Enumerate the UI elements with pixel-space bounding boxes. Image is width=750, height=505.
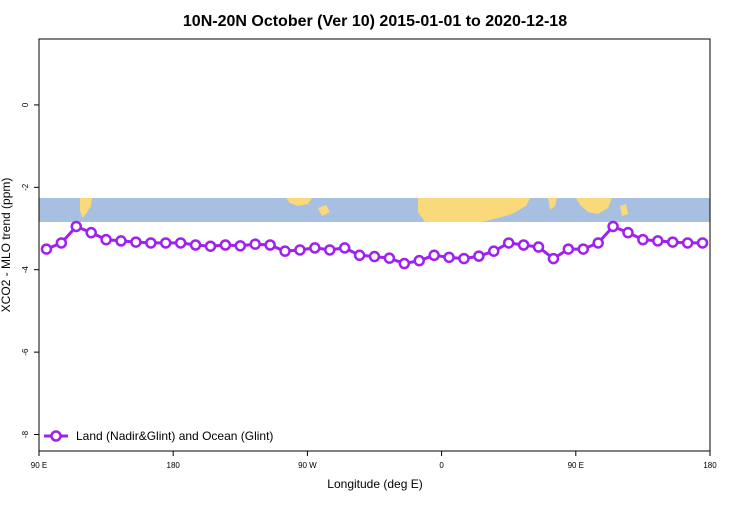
data-point [622, 226, 634, 239]
data-point [398, 257, 411, 270]
data-point [652, 235, 664, 247]
data-point [324, 244, 336, 256]
data-point [413, 254, 425, 267]
data-point [532, 241, 545, 253]
data-point [294, 244, 306, 256]
map-land [418, 198, 530, 222]
x-tick-label: 180 [703, 461, 717, 470]
x-tick-label: 90 W [298, 461, 317, 470]
data-point [204, 240, 217, 252]
series-layer [40, 220, 709, 270]
y-tick-label: 0 [21, 102, 30, 107]
x-tick-label: 180 [167, 461, 181, 470]
data-point [562, 243, 575, 255]
data-point [368, 250, 381, 263]
data-point [189, 239, 202, 251]
data-point [145, 237, 157, 249]
data-point [607, 220, 619, 233]
map-land [576, 198, 612, 214]
data-point [249, 238, 261, 250]
plot-frame [38, 38, 711, 452]
map-land [286, 198, 312, 206]
map-band [39, 198, 710, 222]
y-axis: 0 -2 -4 -6 -8 [21, 102, 39, 438]
legend-label: Land (Nadir&Glint) and Ocean (Glint) [76, 429, 273, 443]
chart-title: 10N-20N October (Ver 10) 2015-01-01 to 2… [183, 13, 567, 30]
data-point [219, 239, 232, 251]
y-tick-label: -4 [21, 266, 30, 274]
data-point [428, 249, 440, 262]
legend: Land (Nadir&Glint) and Ocean (Glint) [44, 429, 273, 443]
data-point [279, 245, 291, 257]
legend-marker [50, 430, 62, 442]
data-point [100, 233, 112, 246]
y-tick-label: -2 [21, 183, 30, 191]
data-point [592, 237, 604, 249]
y-tick-label: -6 [21, 348, 30, 356]
data-point [40, 243, 53, 255]
data-point [473, 250, 485, 262]
map-land [80, 198, 92, 218]
y-tick-label: -8 [21, 430, 30, 438]
x-tick-label: 0 [439, 461, 444, 470]
x-tick-label: 90 E [568, 461, 584, 470]
data-point [681, 237, 694, 249]
data-point [85, 226, 97, 239]
data-point [443, 251, 455, 264]
data-point [637, 233, 649, 246]
data-point [309, 242, 321, 254]
data-point [696, 237, 709, 249]
data-point [502, 237, 515, 249]
data-point [383, 252, 396, 264]
data-point [547, 252, 560, 265]
x-axis: 90 E 180 90 W 0 90 E 180 [31, 451, 717, 470]
map-land [620, 204, 628, 216]
data-point [264, 239, 276, 251]
data-point [70, 220, 83, 233]
data-point [174, 237, 187, 249]
data-point [338, 242, 351, 254]
data-point [130, 236, 142, 248]
data-point [159, 237, 172, 249]
x-tick-label: 90 E [31, 461, 47, 470]
data-point [55, 237, 68, 249]
data-point [115, 235, 127, 247]
data-point [458, 252, 470, 265]
data-point [517, 239, 530, 251]
map-land [548, 198, 557, 210]
data-point [234, 240, 247, 252]
data-point [666, 236, 679, 248]
y-axis-label: XCO2 - MLO trend (ppm) [0, 178, 13, 313]
x-axis-label: Longitude (deg E) [327, 477, 422, 491]
data-point [353, 249, 366, 262]
map-land [318, 205, 330, 216]
data-point [577, 243, 590, 255]
data-point [488, 245, 500, 257]
